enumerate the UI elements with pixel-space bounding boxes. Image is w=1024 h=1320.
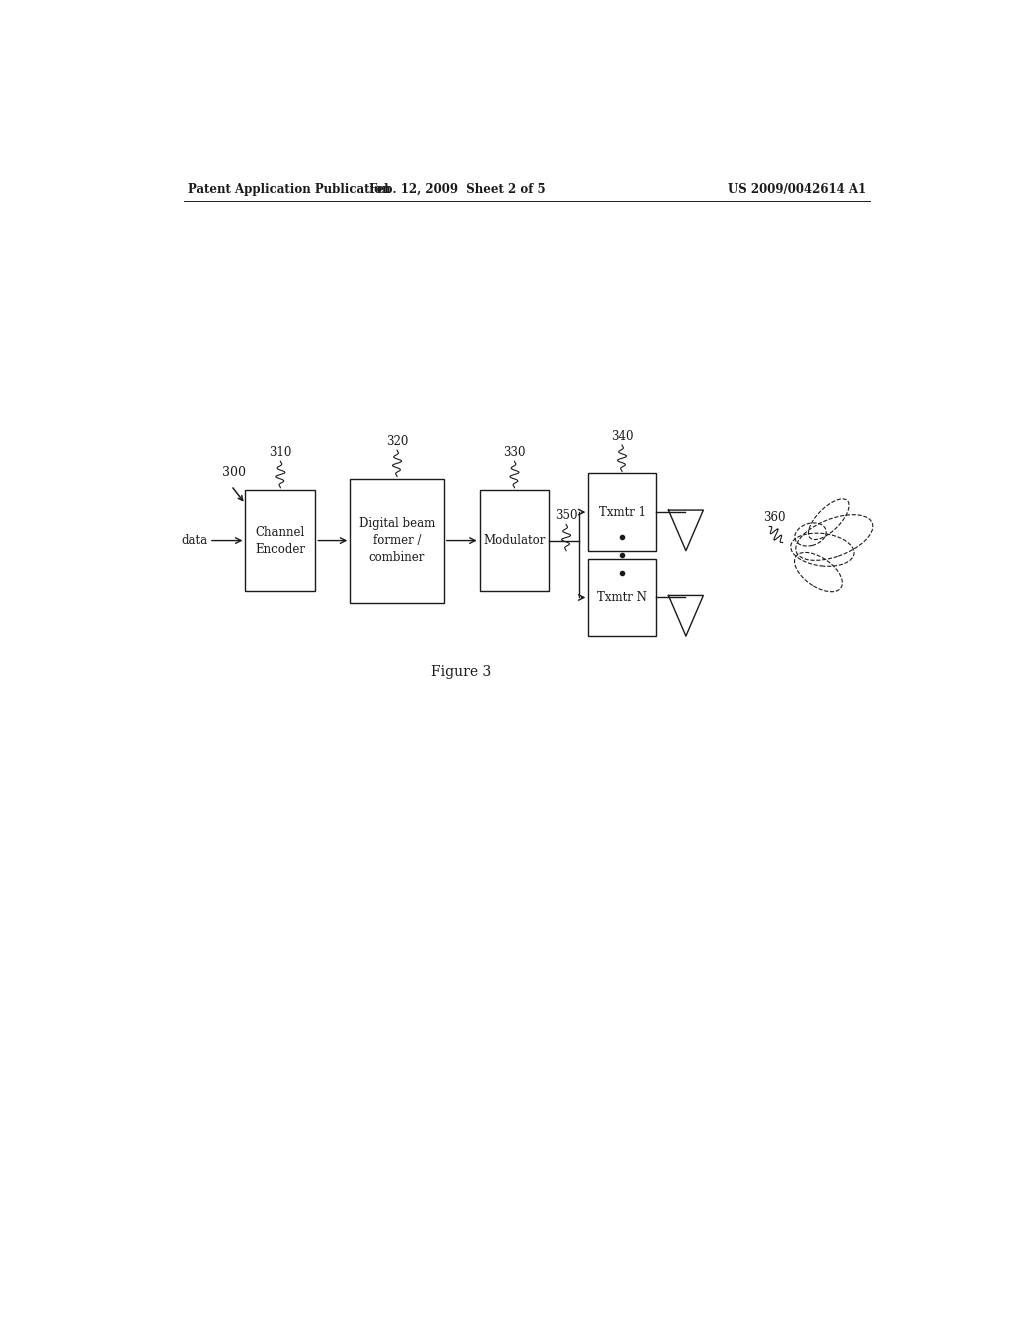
Text: 330: 330 <box>503 446 525 459</box>
FancyBboxPatch shape <box>588 474 655 550</box>
Text: Feb. 12, 2009  Sheet 2 of 5: Feb. 12, 2009 Sheet 2 of 5 <box>369 183 546 195</box>
Text: Txmtr N: Txmtr N <box>597 591 647 605</box>
FancyBboxPatch shape <box>479 490 550 591</box>
Text: data: data <box>181 535 207 546</box>
Text: Digital beam
former /
combiner: Digital beam former / combiner <box>358 517 435 564</box>
Text: Modulator: Modulator <box>483 535 546 546</box>
Text: 350: 350 <box>555 510 578 523</box>
Text: 320: 320 <box>386 436 409 447</box>
Text: Channel
Encoder: Channel Encoder <box>255 525 305 556</box>
Text: 300: 300 <box>221 466 246 479</box>
FancyBboxPatch shape <box>350 479 443 602</box>
Text: Figure 3: Figure 3 <box>431 665 492 678</box>
Text: Patent Application Publication: Patent Application Publication <box>187 183 390 195</box>
Text: US 2009/0042614 A1: US 2009/0042614 A1 <box>728 183 866 195</box>
Text: Txmtr 1: Txmtr 1 <box>598 506 645 519</box>
FancyBboxPatch shape <box>246 490 315 591</box>
Text: 310: 310 <box>269 446 292 459</box>
FancyBboxPatch shape <box>588 558 655 636</box>
Text: 340: 340 <box>610 430 633 444</box>
Text: 360: 360 <box>763 511 785 524</box>
